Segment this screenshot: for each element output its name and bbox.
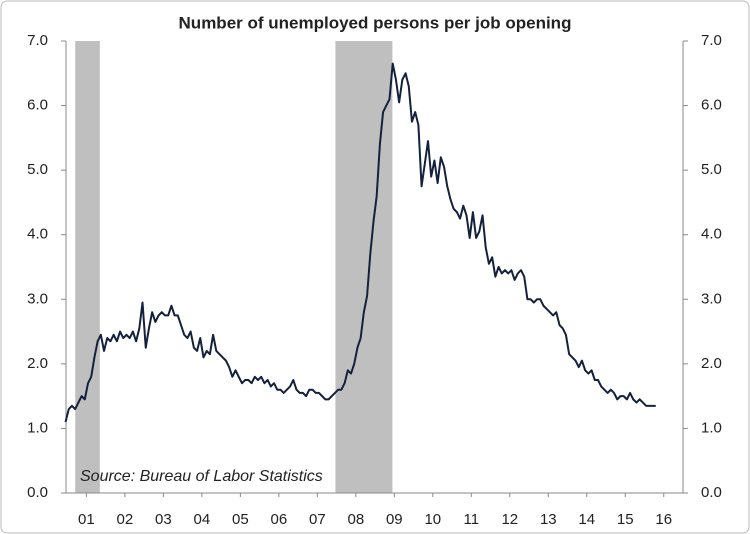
x-tick-label: 16 xyxy=(655,511,672,528)
x-tick-label: 03 xyxy=(155,511,172,528)
x-tick-label: 14 xyxy=(578,511,595,528)
x-tick-label: 05 xyxy=(232,511,249,528)
y-tick-label: 2.0 xyxy=(27,355,48,372)
y-tick-label: 3.0 xyxy=(27,290,48,307)
y-tick-label: 0.0 xyxy=(27,484,48,501)
x-tick-label: 04 xyxy=(194,511,211,528)
x-tick-label: 10 xyxy=(424,511,441,528)
x-tick-label: 13 xyxy=(540,511,557,528)
x-tick-label: 11 xyxy=(464,511,480,528)
x-tick-label: 15 xyxy=(617,511,634,528)
y2-tick-label: 6.0 xyxy=(701,97,722,114)
y2-tick-label: 7.0 xyxy=(701,32,722,49)
y2-tick-label: 1.0 xyxy=(701,419,722,436)
x-tick-label: 06 xyxy=(271,511,288,528)
x-tick-label: 08 xyxy=(347,511,364,528)
x-tick-label: 02 xyxy=(117,511,134,528)
data-line xyxy=(64,62,656,423)
y-tick-label: 7.0 xyxy=(27,32,48,49)
y-tick-label: 1.0 xyxy=(27,419,48,436)
x-tick-label: 12 xyxy=(501,511,518,528)
x-tick-label: 01 xyxy=(78,511,95,528)
y-tick-label: 5.0 xyxy=(27,161,48,178)
shaded-range xyxy=(75,41,100,493)
chart-title: Number of unemployed persons per job ope… xyxy=(179,13,572,32)
x-tick-label: 09 xyxy=(386,511,403,528)
y2-tick-label: 5.0 xyxy=(701,161,722,178)
y2-tick-label: 0.0 xyxy=(701,484,722,501)
y-tick-label: 6.0 xyxy=(27,97,48,114)
y2-tick-label: 4.0 xyxy=(701,226,722,243)
y2-tick-label: 2.0 xyxy=(701,355,722,372)
x-tick-label: 07 xyxy=(309,511,326,528)
y2-tick-label: 3.0 xyxy=(701,290,722,307)
y-tick-label: 4.0 xyxy=(27,226,48,243)
annotation: Source: Bureau of Labor Statistics xyxy=(80,468,323,485)
